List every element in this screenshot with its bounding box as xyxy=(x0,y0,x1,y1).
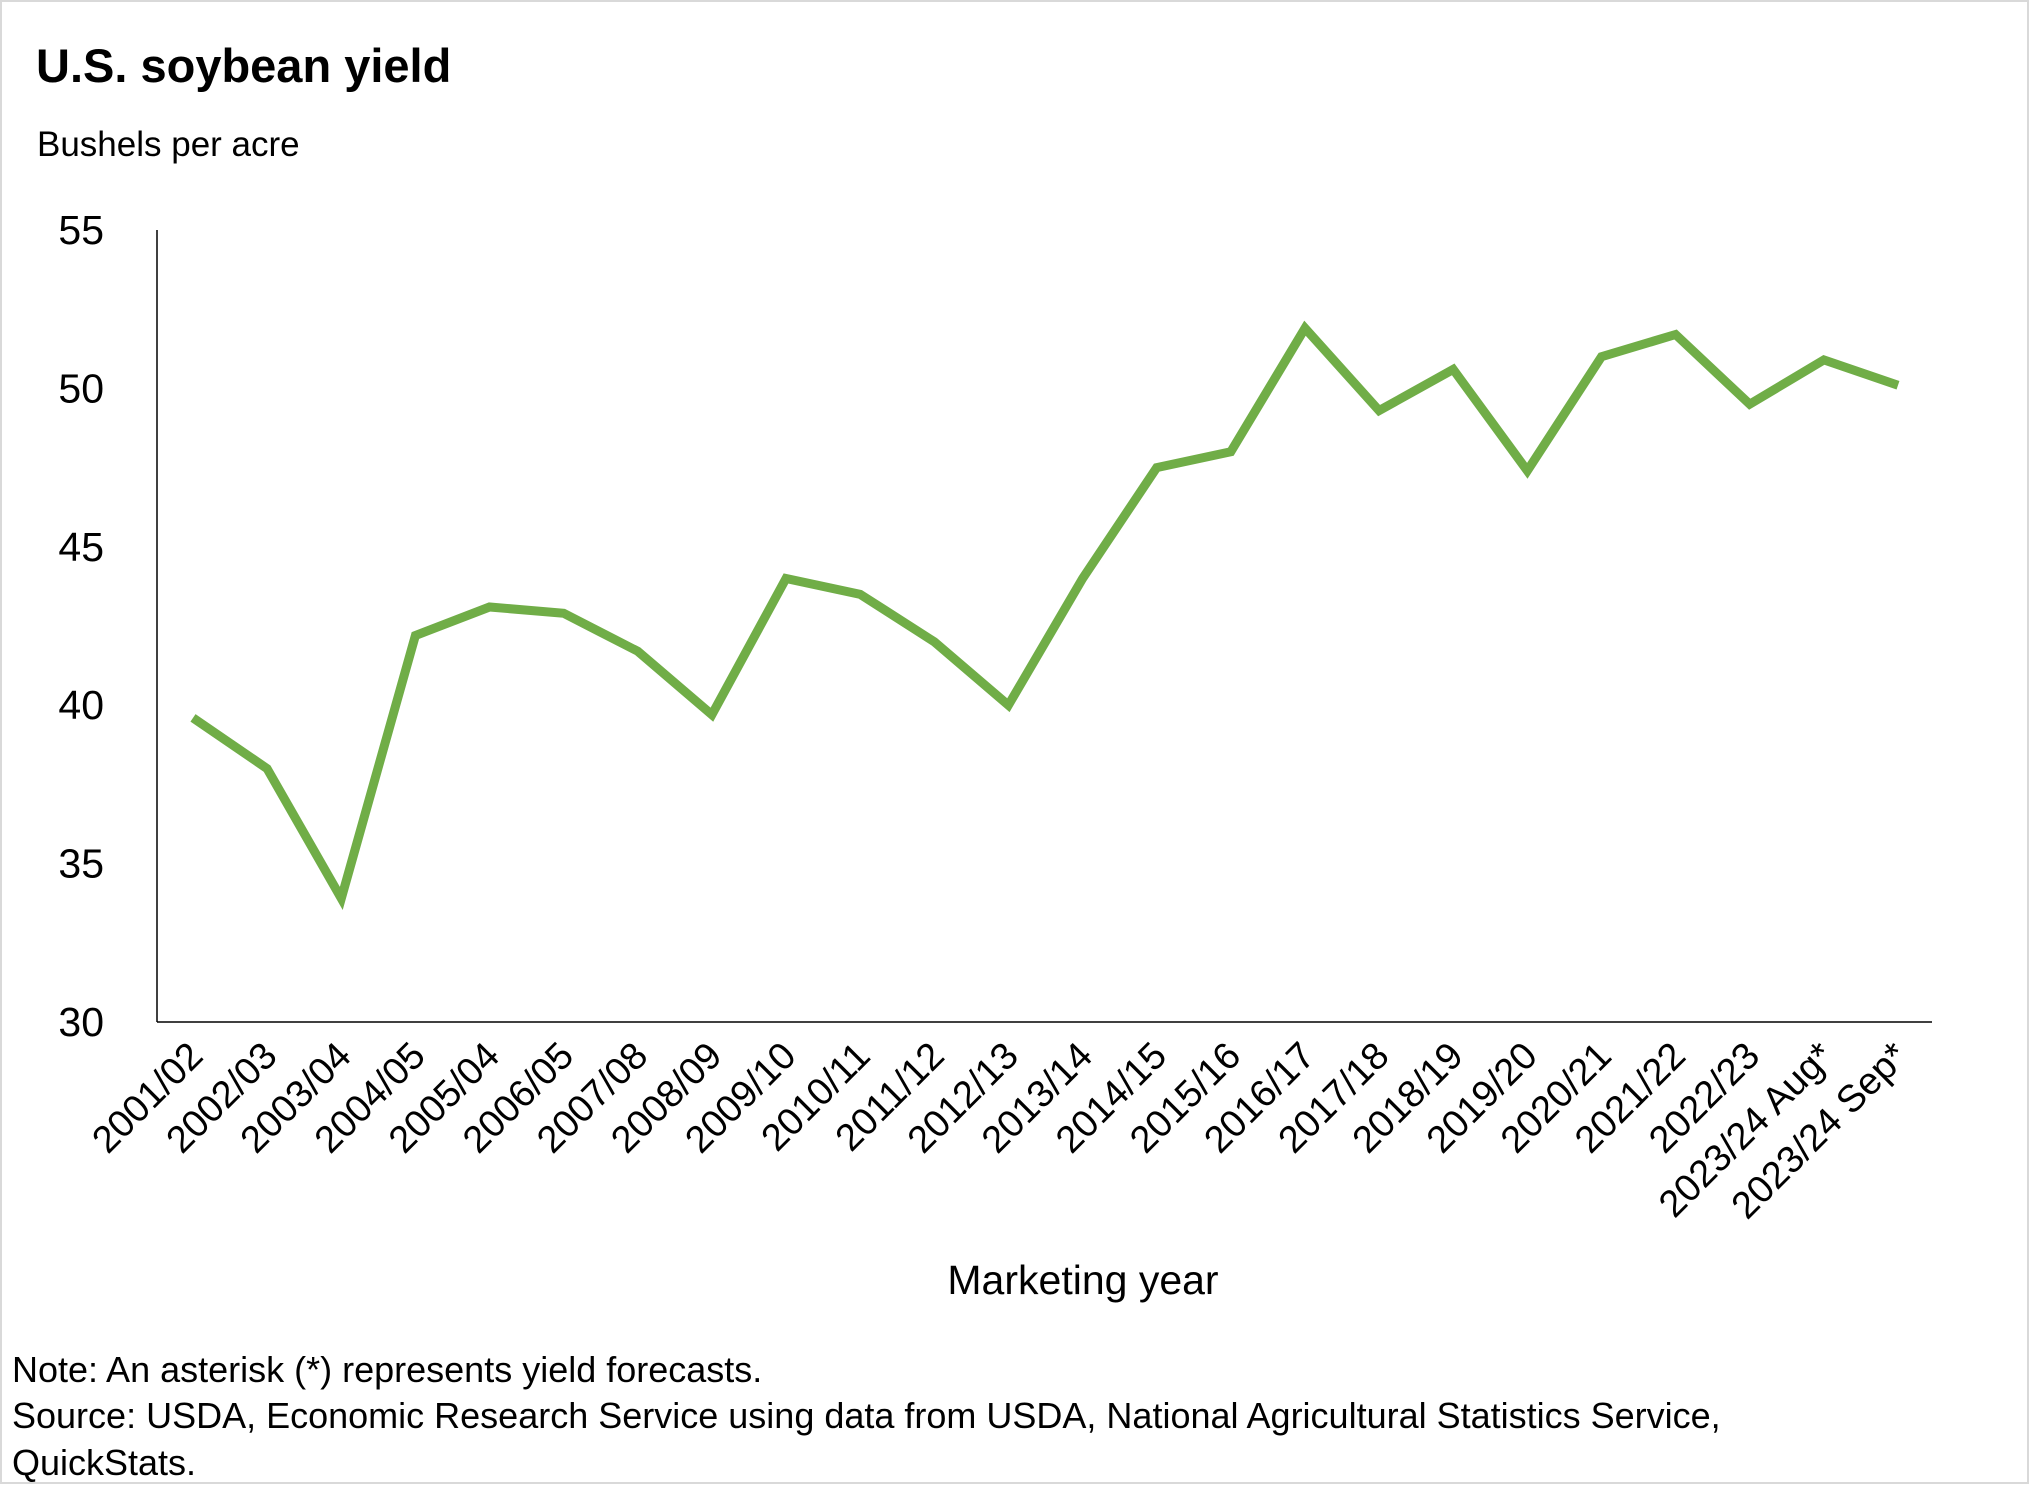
y-tick-label: 45 xyxy=(58,524,104,570)
chart-note: Note: An asterisk (*) represents yield f… xyxy=(12,1349,762,1390)
series-layer xyxy=(190,320,1900,910)
y-tick-label: 55 xyxy=(58,207,104,253)
series-line xyxy=(190,320,1900,910)
x-axis-label: Marketing year xyxy=(947,1257,1218,1303)
chart-title: U.S. soybean yield xyxy=(36,39,451,92)
y-tick-label: 30 xyxy=(58,999,104,1045)
x-axis-tick-labels: 2001/022002/032003/042004/052005/042006/… xyxy=(85,1035,1917,1228)
chart-source-line-2: QuickStats. xyxy=(12,1442,196,1483)
chart-subtitle: Bushels per acre xyxy=(37,125,300,164)
y-tick-label: 50 xyxy=(58,365,104,411)
y-tick-label: 35 xyxy=(58,841,104,887)
chart-source-line-1: Source: USDA, Economic Research Service … xyxy=(12,1395,1721,1436)
y-tick-label: 40 xyxy=(58,682,104,728)
y-axis-tick-labels: 30 35 40 45 50 55 xyxy=(58,207,104,1045)
